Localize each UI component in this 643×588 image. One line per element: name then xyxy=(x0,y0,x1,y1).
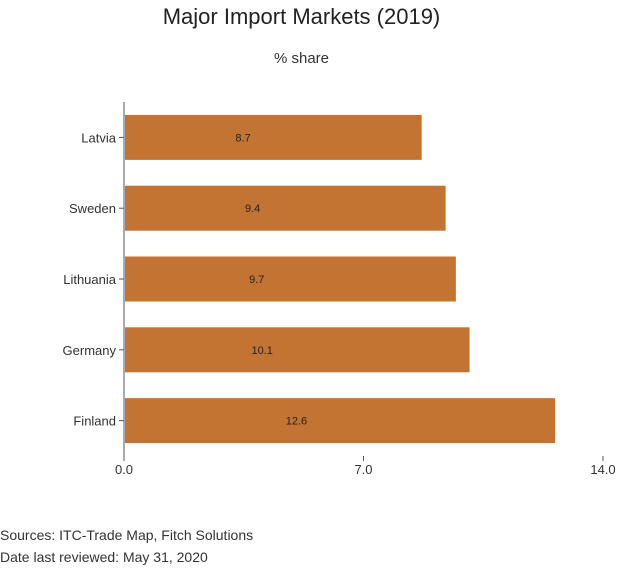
bar-chart: 8.7 Latvia 9.4 Sweden 9.7 Lithuania 10.1 German… xyxy=(63,102,616,477)
x-tick-label-2: 14.0 xyxy=(590,462,615,477)
category-label-lithuania: Lithuania xyxy=(63,272,117,287)
data-label-latvia: 8.7 xyxy=(235,132,250,144)
review-date-note: Date last reviewed: May 31, 2020 xyxy=(0,549,208,565)
category-label-sweden: Sweden xyxy=(69,201,116,216)
bar-latvia xyxy=(125,114,422,160)
x-tick-label-0: 0.0 xyxy=(115,462,133,477)
category-label-germany: Germany xyxy=(63,343,117,358)
category-label-finland: Finland xyxy=(73,414,116,429)
data-label-germany: 10.1 xyxy=(252,345,273,357)
bar-germany xyxy=(125,327,470,373)
x-tick-label-1: 7.0 xyxy=(354,462,372,477)
bar-finland xyxy=(125,398,556,444)
source-note: Sources: ITC-Trade Map, Fitch Solutions xyxy=(0,527,254,543)
bar-lithuania xyxy=(125,256,456,302)
data-label-lithuania: 9.7 xyxy=(249,274,264,286)
data-label-sweden: 9.4 xyxy=(245,203,260,215)
chart-subtitle: % share xyxy=(273,50,330,67)
bar-sweden xyxy=(125,185,446,231)
chart-title: Major Import Markets (2019) xyxy=(162,4,441,29)
data-label-finland: 12.6 xyxy=(286,416,307,428)
category-label-latvia: Latvia xyxy=(81,130,116,145)
